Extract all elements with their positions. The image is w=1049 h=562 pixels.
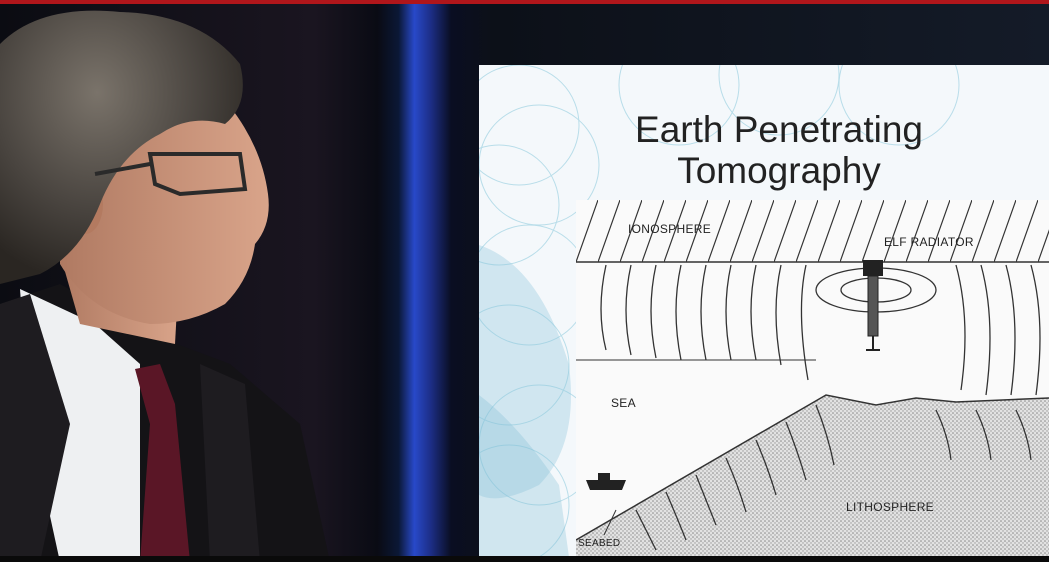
presentation-slide: Earth Penetrating Tomography [479, 65, 1049, 557]
ship-icon [586, 473, 626, 490]
label-ionosphere: IONOSPHERE [628, 222, 712, 236]
slide-title-line-2: Tomography [677, 150, 881, 191]
tomography-diagram: IONOSPHERE ELF RADIATOR SEA LITHOSPHERE … [575, 200, 1049, 557]
bottom-strip [0, 556, 1049, 562]
elf-radiator-icon [863, 260, 883, 351]
slide-title: Earth Penetrating Tomography [559, 109, 999, 191]
label-seabed: SEABED [578, 538, 621, 549]
slide-title-line-1: Earth Penetrating [635, 109, 923, 150]
label-sea: SEA [611, 396, 636, 410]
diagram-drawing [575, 200, 1049, 557]
top-accent-bar [0, 0, 1049, 4]
label-lithosphere: LITHOSPHERE [846, 500, 934, 514]
speaker-photo [0, 10, 330, 562]
label-elf-radiator: ELF RADIATOR [884, 235, 974, 249]
